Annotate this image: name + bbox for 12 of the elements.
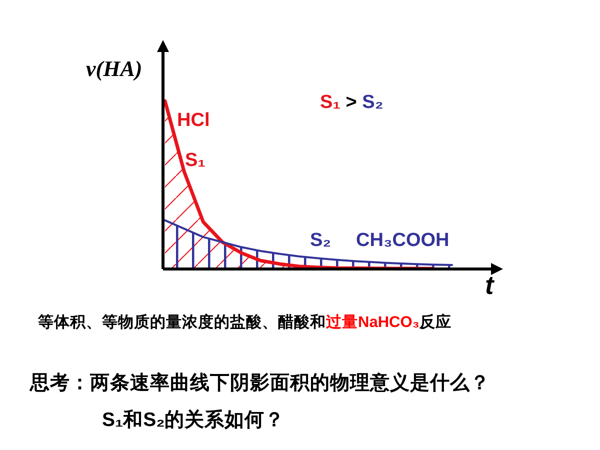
y-axis-title: v(HA)	[86, 56, 142, 81]
text: 过量NaHCO₃	[325, 313, 420, 331]
text: 思考：两条速率曲线下阴影面积的物理意义是什么？	[29, 371, 490, 394]
annotation: S₂	[310, 230, 332, 251]
series-label: HCl	[177, 110, 210, 131]
text: 反应	[418, 312, 452, 331]
annotation: S₁ > S₂	[320, 92, 384, 113]
text: S₁和S₂的关系如何？	[102, 408, 285, 431]
text: 等体积、等物质的量浓度的盐酸、醋酸和	[37, 312, 326, 331]
x-axis-title: t	[485, 270, 495, 300]
series-label: CH₃COOH	[356, 230, 450, 251]
annotation: S₁	[185, 150, 206, 171]
